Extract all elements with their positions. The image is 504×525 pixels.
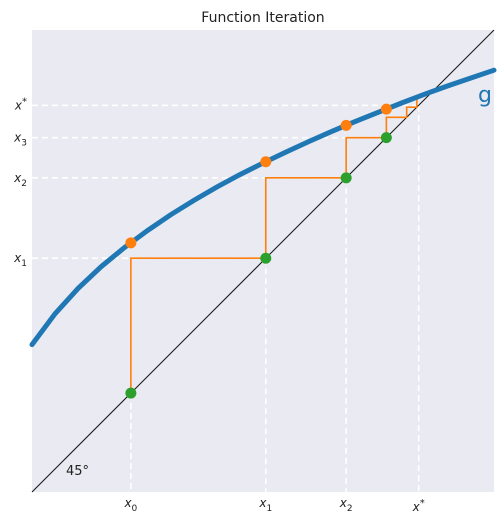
y-tick-labels: x1 x2 x3 x* — [13, 96, 27, 269]
curve-point-2 — [340, 119, 352, 131]
y-tick-label-0: x1 — [13, 251, 27, 269]
chart-title: Function Iteration — [201, 10, 324, 26]
y-tick-label-2: x3 — [13, 131, 27, 149]
x-tick-label-1: x1 — [258, 496, 272, 514]
diagonal-point-0 — [125, 387, 137, 399]
x-tick-label-0: x0 — [123, 496, 137, 514]
curve-point-0 — [125, 237, 137, 249]
curve-point-3 — [380, 103, 392, 115]
x-tick-labels: x0 x1 x2 x* — [123, 496, 424, 514]
cobweb-path — [130, 97, 418, 394]
iterate-points — [125, 103, 392, 399]
function-label: g — [478, 83, 492, 108]
y-tick-label-3: x* — [14, 96, 27, 112]
diagonal-point-1 — [260, 252, 272, 264]
x-tick-label-3: x* — [412, 498, 425, 514]
diagonal-point-2 — [340, 172, 352, 184]
diagonal-label: 45° — [66, 464, 89, 479]
x-tick-label-2: x2 — [339, 496, 353, 514]
diagonal-point-3 — [380, 132, 392, 144]
y-tick-label-1: x2 — [13, 171, 27, 189]
curve-point-1 — [260, 156, 272, 168]
iteration-path — [130, 97, 418, 394]
